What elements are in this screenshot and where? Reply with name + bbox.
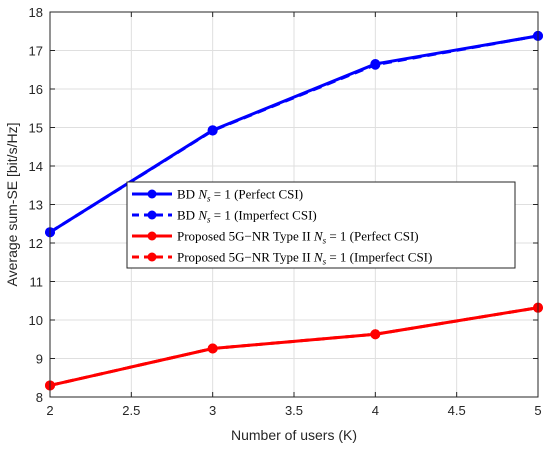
legend-entry: Proposed 5G−NR Type II Ns = 1 (Perfect C…: [132, 229, 419, 246]
y-tick-label: 18: [29, 5, 43, 20]
y-tick-label: 17: [29, 44, 43, 59]
data-point: [207, 125, 218, 136]
legend-entry: BD Ns = 1 (Perfect CSI): [132, 187, 303, 204]
x-tick-label: 4.5: [448, 403, 466, 418]
series-line: [49, 34, 539, 234]
y-tick-label: 16: [29, 82, 43, 97]
x-tick-label: 2: [46, 403, 53, 418]
legend-box: [126, 181, 516, 269]
data-point: [370, 329, 381, 340]
legend-swatch-marker: [147, 189, 157, 199]
y-tick-label: 8: [36, 390, 43, 405]
y-tick-label: 13: [29, 198, 43, 213]
legend-swatch-marker: [147, 231, 157, 241]
data-point: [370, 59, 381, 70]
y-tick-label: 12: [29, 236, 43, 251]
series-2: [45, 30, 543, 238]
x-tick-label: 3.5: [285, 403, 303, 418]
x-tick-label: 3: [209, 403, 216, 418]
series-layer: [45, 30, 543, 391]
x-tick-label: 2.5: [122, 403, 140, 418]
legend: BD Ns = 1 (Perfect CSI) BD Ns = 1 (Imperf…: [126, 181, 516, 269]
x-tick-label: 4: [372, 403, 379, 418]
x-axis-label: Number of users (K): [231, 427, 357, 443]
legend-swatch-marker: [147, 210, 157, 220]
data-point: [207, 343, 218, 354]
y-tick-label: 15: [29, 121, 43, 136]
y-tick-label: 11: [30, 275, 44, 290]
y-tick-label: 14: [29, 159, 43, 174]
legend-label: Proposed 5G−NR Type II Ns = 1 (Perfect C…: [177, 229, 419, 246]
legend-swatch-marker: [147, 252, 157, 262]
legend-entry: BD Ns = 1 (Imperfect CSI): [132, 208, 317, 225]
legend-entry: Proposed 5G−NR Type II Ns = 1 (Imperfect…: [132, 250, 432, 267]
ticks: 2 2.5 3 3.5 4 4.5 5 8 9 10 11 12 13 14 15 16 17 18: [29, 5, 542, 418]
x-tick-label: 5: [534, 403, 541, 418]
y-axis-label: Average sum-SE [bit/s/Hz]: [4, 123, 20, 287]
legend-label: Proposed 5G−NR Type II Ns = 1 (Imperfect…: [177, 250, 432, 267]
y-tick-label: 10: [29, 313, 43, 328]
y-tick-label: 9: [36, 352, 43, 367]
legend-label: BD Ns = 1 (Imperfect CSI): [177, 208, 317, 225]
series-line: [49, 306, 539, 387]
legend-label: BD Ns = 1 (Perfect CSI): [177, 187, 303, 204]
